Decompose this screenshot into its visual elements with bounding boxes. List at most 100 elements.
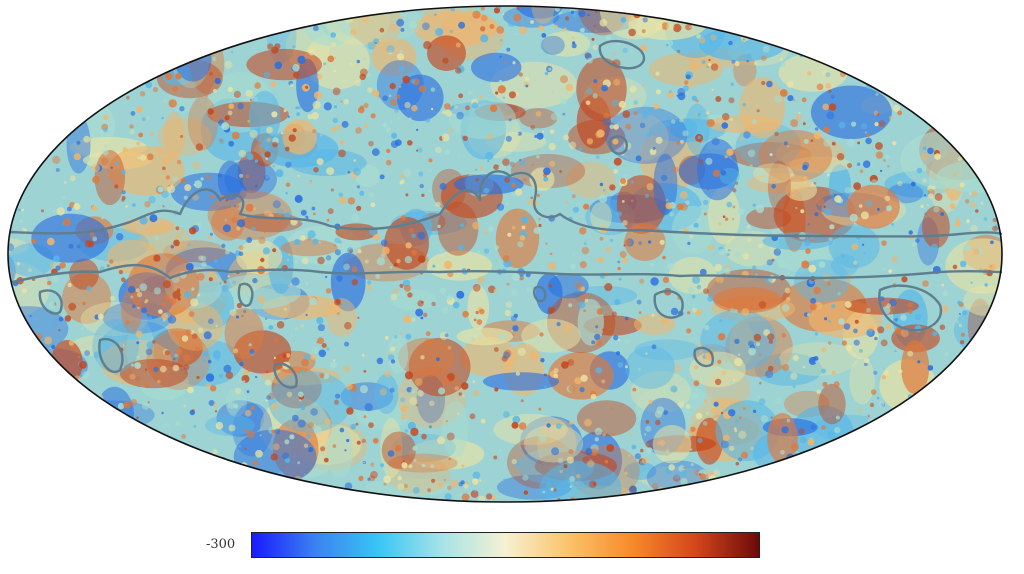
temperature-speckle [21, 288, 27, 294]
temperature-speckle [711, 88, 714, 91]
temperature-speckle [722, 215, 726, 218]
temperature-speckle [828, 90, 832, 93]
temperature-speckle [645, 420, 650, 424]
temperature-speckle [419, 183, 424, 189]
temperature-speckle [641, 112, 649, 120]
temperature-speckle [737, 388, 742, 393]
temperature-speckle [421, 300, 424, 304]
temperature-speckle [560, 75, 568, 84]
temperature-speckle [707, 188, 710, 191]
temperature-speckle [735, 461, 740, 466]
temperature-speckle [403, 483, 409, 489]
temperature-speckle [136, 416, 139, 419]
temperature-speckle [327, 55, 335, 63]
temperature-speckle [518, 72, 523, 77]
temperature-speckle [636, 98, 641, 103]
temperature-speckle [89, 232, 95, 238]
temperature-speckle [571, 275, 575, 278]
temperature-speckle [672, 166, 679, 173]
temperature-speckle [570, 10, 575, 14]
contour-loop-mid [608, 135, 628, 155]
temperature-speckle [387, 352, 390, 355]
temperature-speckle [511, 421, 519, 429]
temperature-speckle [144, 382, 150, 389]
temperature-speckle [942, 290, 949, 297]
temperature-speckle [508, 118, 512, 122]
temperature-speckle [67, 282, 72, 288]
temperature-speckle [299, 399, 302, 402]
temperature-speckle [248, 343, 252, 347]
temperature-speckle [554, 24, 558, 29]
temperature-speckle [162, 205, 165, 208]
temperature-blob [371, 37, 417, 77]
temperature-speckle [802, 175, 808, 181]
temperature-speckle [512, 61, 516, 65]
temperature-speckle [551, 447, 560, 456]
temperature-speckle [873, 110, 879, 116]
temperature-speckle [131, 203, 136, 207]
temperature-speckle [212, 350, 222, 359]
temperature-speckle [611, 99, 619, 107]
temperature-speckle [894, 318, 898, 322]
temperature-speckle [734, 309, 738, 313]
temperature-speckle [915, 238, 920, 243]
temperature-speckle [427, 488, 431, 493]
temperature-speckle [821, 368, 826, 374]
temperature-speckle [454, 104, 459, 109]
temperature-speckle [401, 462, 408, 469]
temperature-speckle [679, 191, 688, 200]
contour-loop-left-lower [237, 282, 254, 307]
temperature-speckle [593, 24, 596, 27]
temperature-speckle [417, 147, 423, 153]
temperature-speckle [705, 111, 710, 115]
temperature-speckle [415, 308, 424, 317]
temperature-speckle [266, 126, 273, 134]
temperature-speckle [610, 407, 613, 410]
contour-upper-band [9, 170, 1003, 238]
temperature-speckle [442, 294, 445, 297]
temperature-speckle [474, 490, 477, 493]
temperature-speckle [612, 433, 615, 436]
temperature-speckle [292, 414, 299, 422]
temperature-speckle [313, 167, 319, 173]
temperature-speckle [404, 428, 409, 433]
temperature-speckle [825, 72, 831, 77]
temperature-speckle [511, 192, 516, 197]
temperature-speckle [795, 206, 798, 210]
temperature-speckle [853, 260, 858, 266]
temperature-speckle [391, 132, 398, 139]
temperature-speckle [444, 103, 451, 110]
temperature-speckle [396, 18, 405, 27]
temperature-speckle [914, 313, 922, 321]
temperature-speckle [493, 289, 498, 293]
temperature-speckle [804, 239, 811, 247]
temperature-speckle [622, 497, 627, 502]
temperature-speckle [538, 434, 547, 443]
temperature-speckle [952, 172, 957, 177]
temperature-speckle [778, 259, 787, 268]
temperature-speckle [732, 188, 737, 193]
temperature-speckle [891, 223, 895, 226]
temperature-speckle [455, 67, 462, 74]
temperature-speckle [685, 434, 689, 438]
temperature-blob [630, 370, 691, 414]
temperature-speckle [574, 377, 582, 385]
temperature-speckle [353, 167, 361, 176]
temperature-speckle [389, 24, 398, 32]
temperature-speckle [774, 131, 779, 136]
temperature-speckle [471, 102, 479, 109]
temperature-speckle [720, 440, 729, 449]
temperature-speckle [784, 287, 791, 294]
temperature-speckle [265, 379, 272, 386]
temperature-speckle [927, 365, 934, 371]
temperature-speckle [519, 160, 526, 166]
temperature-speckle [195, 143, 204, 151]
temperature-speckle [511, 182, 516, 188]
temperature-speckle [856, 162, 861, 166]
temperature-speckle [146, 341, 154, 349]
temperature-speckle [782, 364, 790, 371]
temperature-speckle [792, 354, 799, 362]
temperature-blob [523, 424, 584, 463]
temperature-speckle [663, 121, 669, 127]
temperature-speckle [368, 422, 374, 428]
